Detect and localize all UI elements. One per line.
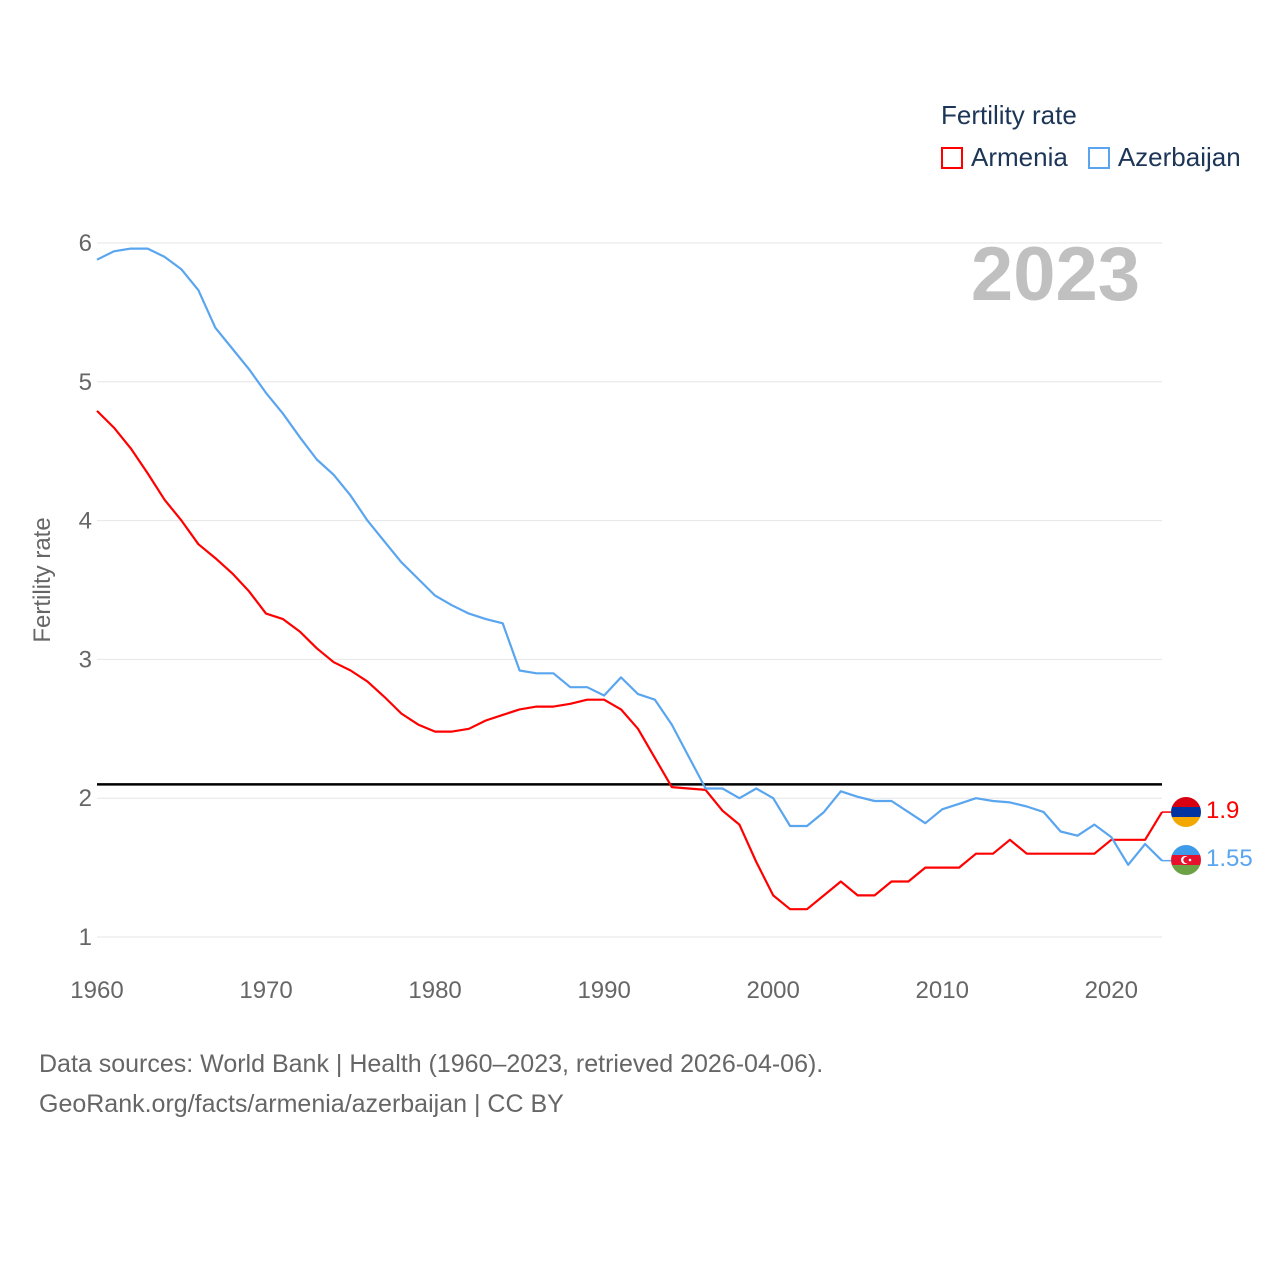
x-tick-label: 1960 <box>70 977 123 1004</box>
series-lines <box>96 247 1171 911</box>
y-axis-ticks: 1 2 3 4 5 6 <box>79 230 92 951</box>
x-tick-label: 2000 <box>746 977 799 1004</box>
x-tick-label: 1970 <box>239 977 292 1004</box>
y-axis-label: Fertility rate <box>29 517 56 642</box>
y-tick-label: 2 <box>79 785 92 812</box>
legend-item-azerbaijan[interactable]: Azerbaijan <box>1087 142 1241 173</box>
x-tick-label: 1990 <box>577 977 630 1004</box>
armenia-swatch <box>941 146 963 169</box>
azerbaijan-swatch <box>1087 146 1110 169</box>
x-tick-label: 2010 <box>916 977 969 1004</box>
armenia-line <box>96 410 1163 911</box>
x-tick-label: 1980 <box>408 977 461 1004</box>
y-tick-label: 6 <box>79 230 92 257</box>
end-labels: 1.9 1.55 <box>1171 797 1253 875</box>
legend-label: Armenia <box>971 142 1068 172</box>
legend: Armenia Azerbaijan <box>941 142 1261 173</box>
azerbaijan-line <box>96 247 1163 866</box>
y-tick-label: 5 <box>79 369 92 396</box>
data-source-note: Data sources: World Bank | Health (1960–… <box>39 1050 824 1078</box>
azerbaijan-end-value: 1.55 <box>1206 845 1253 872</box>
y-tick-label: 3 <box>79 646 92 673</box>
x-tick-label: 2020 <box>1085 977 1138 1004</box>
y-tick-label: 1 <box>79 924 92 951</box>
armenia-end-value: 1.9 <box>1206 797 1239 824</box>
y-tick-label: 4 <box>79 508 92 535</box>
gridlines <box>97 242 1162 938</box>
year-label: 2023 <box>971 232 1140 317</box>
footer: Data sources: World Bank | Health (1960–… <box>39 1044 823 1124</box>
legend-title: Fertility rate <box>941 100 1077 130</box>
azerbaijan-flag-icon <box>1171 845 1201 875</box>
armenia-flag-icon <box>1171 797 1201 827</box>
x-axis-ticks: 1960 1970 1980 1990 2000 2010 2020 <box>70 977 1138 1004</box>
legend-label: Azerbaijan <box>1117 142 1241 172</box>
attribution-link[interactable]: GeoRank.org/facts/armenia/azerbaijan | C… <box>39 1090 564 1118</box>
legend-item-armenia[interactable]: Armenia <box>941 142 1068 173</box>
